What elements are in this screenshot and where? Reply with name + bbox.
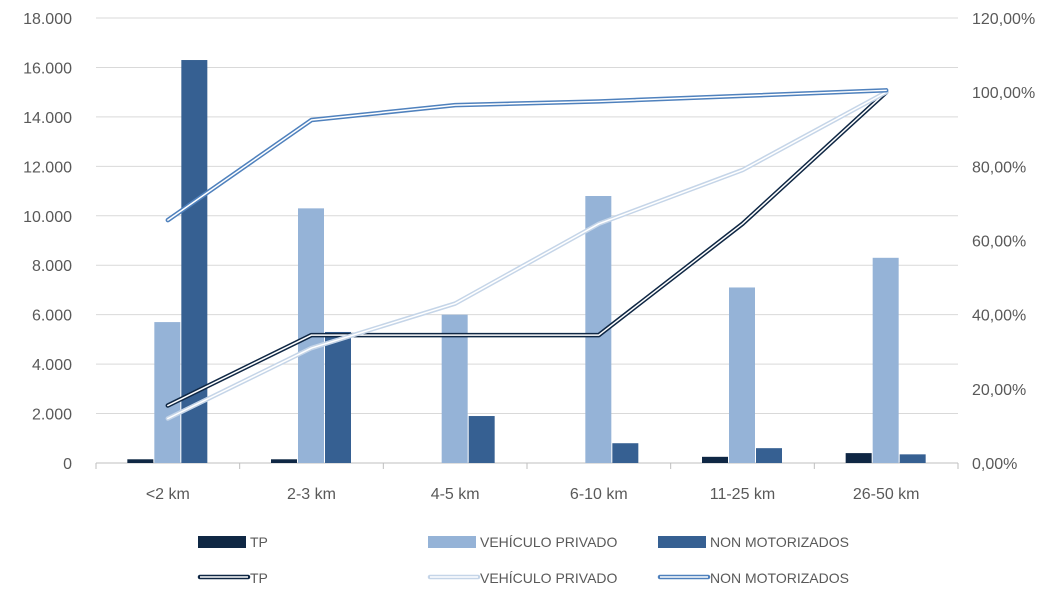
- legend-item: VEHÍCULO PRIVADO: [428, 534, 618, 550]
- legend: TP VEHÍCULO PRIVADO NON MOTORIZADOS TP VEHÍC…: [197, 534, 849, 586]
- bar-tp: [845, 453, 872, 463]
- bar-non-motorizados: [612, 443, 639, 463]
- bar-tp: [127, 459, 154, 463]
- line-tp: [165, 89, 889, 408]
- y-left-tick-label: 0: [63, 456, 72, 473]
- y-left-tick-label: 12.000: [23, 159, 72, 176]
- x-tick-label: 26-50 km: [853, 486, 920, 503]
- x-tick-label: <2 km: [146, 486, 190, 503]
- legend-label: NON MOTORIZADOS: [710, 570, 849, 586]
- y-right-tick-label: 0,00%: [972, 456, 1017, 473]
- legend-swatch: [428, 536, 476, 548]
- x-tick-label: 4-5 km: [431, 486, 480, 503]
- bar-non-motorizados: [325, 331, 351, 463]
- legend-item: TP: [198, 534, 268, 550]
- y-right-tick-label: 80,00%: [972, 159, 1026, 176]
- y-right-tick-label: 120,00%: [972, 11, 1035, 28]
- y-right-tick-label: 60,00%: [972, 234, 1026, 251]
- bar-veh-culo-privado: [729, 287, 755, 463]
- bar-non-motorizados: [468, 416, 495, 463]
- bar-tp: [271, 459, 297, 463]
- legend-swatch: [198, 536, 246, 548]
- legend-label: VEHÍCULO PRIVADO: [480, 570, 618, 586]
- y-left-tick-label: 6.000: [32, 308, 72, 325]
- x-tick-label: 2-3 km: [287, 486, 336, 503]
- y-left-tick-label: 10.000: [23, 209, 72, 226]
- bar-veh-culo-privado: [154, 322, 181, 463]
- y-left-tick-label: 16.000: [23, 60, 72, 77]
- bar-tp: [702, 456, 728, 463]
- bar-veh-culo-privado: [441, 314, 468, 463]
- bar-veh-culo-privado: [872, 257, 899, 463]
- bar-non-motorizados: [899, 454, 926, 463]
- y-left-tick-label: 2.000: [32, 407, 72, 424]
- y-left-tick-label: 14.000: [23, 110, 72, 127]
- gridlines: [96, 17, 958, 464]
- legend-swatch: [658, 536, 706, 548]
- line-tp-inner: [167, 91, 887, 407]
- legend-label: TP: [250, 570, 268, 586]
- line-non-motorizados: [165, 88, 889, 223]
- legend-label: NON MOTORIZADOS: [710, 534, 849, 550]
- lines: [165, 88, 889, 421]
- legend-item: NON MOTORIZADOS: [657, 570, 849, 586]
- axes: 0 2.000 4.000 6.000 8.000 10.000 12.000 14.000 1…: [23, 11, 1035, 503]
- y-right-tick-label: 40,00%: [972, 308, 1026, 325]
- y-right-tick-label: 20,00%: [972, 382, 1026, 399]
- y-left-tick-label: 18.000: [23, 11, 72, 28]
- line-non-motorizados-inner: [167, 89, 887, 221]
- bar-non-motorizados: [756, 448, 782, 463]
- line-veh-culo-privado-inner: [167, 91, 887, 420]
- x-tick-label: 11-25 km: [710, 486, 776, 503]
- legend-label: TP: [250, 534, 268, 550]
- x-tick-label: 6-10 km: [570, 486, 628, 503]
- legend-item: NON MOTORIZADOS: [658, 534, 849, 550]
- legend-item: TP: [197, 570, 268, 586]
- line-veh-culo-privado: [165, 89, 889, 421]
- legend-item: VEHÍCULO PRIVADO: [427, 570, 618, 586]
- y-right-tick-label: 100,00%: [972, 85, 1035, 102]
- y-left-tick-label: 4.000: [32, 357, 72, 374]
- legend-label: VEHÍCULO PRIVADO: [480, 534, 618, 550]
- y-left-tick-label: 8.000: [32, 258, 72, 275]
